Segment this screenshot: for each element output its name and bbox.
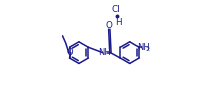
Text: H: H [115,18,121,27]
Text: Cl: Cl [112,5,120,14]
Text: O: O [106,21,113,30]
Text: NH: NH [98,48,111,57]
Text: O: O [66,48,73,57]
Text: NH: NH [137,43,150,52]
Text: 2: 2 [145,47,149,52]
